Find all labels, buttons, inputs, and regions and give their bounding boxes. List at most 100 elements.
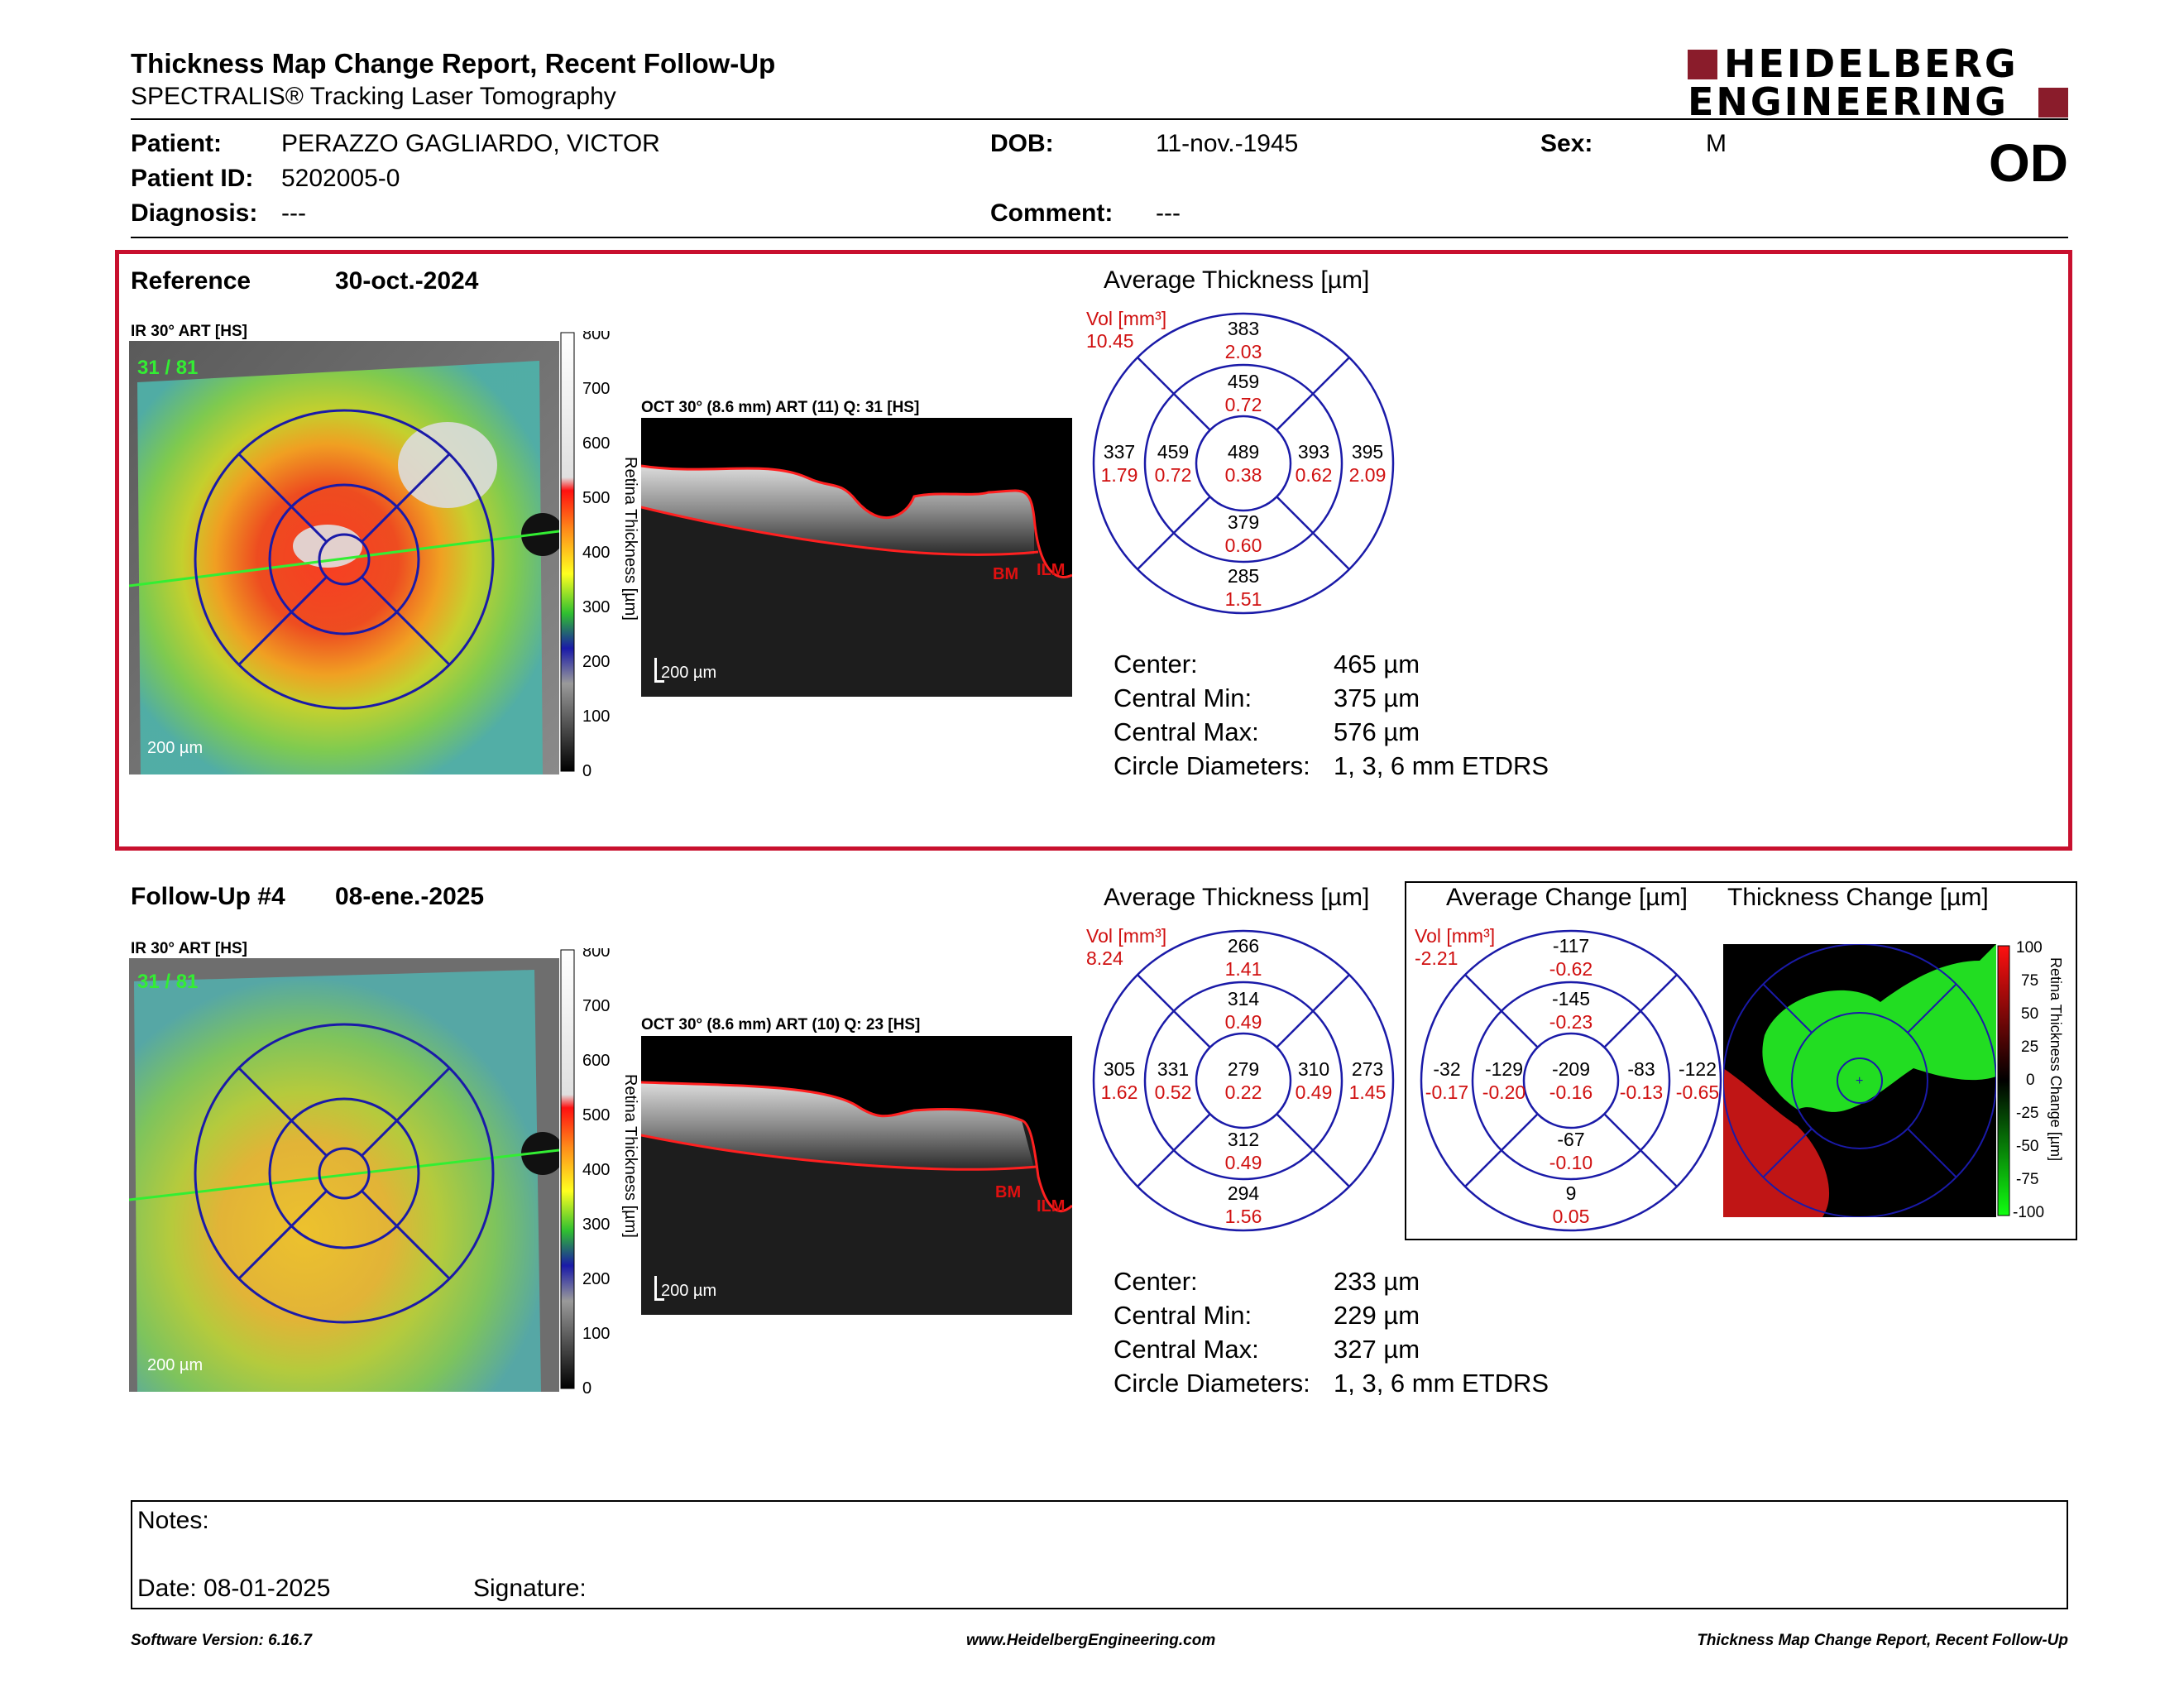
ref-cb-tick-500: 500 xyxy=(582,489,610,507)
change-vol-value: -2.21 xyxy=(1415,947,1458,969)
fu-outer-top-vol: 1.41 xyxy=(1225,958,1262,980)
ref-stat-max-label: Central Max: xyxy=(1114,717,1259,746)
ref-center-vol: 0.38 xyxy=(1225,464,1262,486)
fu-outer-left-vol: 1.62 xyxy=(1101,1081,1138,1103)
fu-stat-center-value: 233 µm xyxy=(1334,1267,1420,1296)
notes-box[interactable]: Notes: Date: 08-01-2025 Signature: xyxy=(131,1500,2068,1609)
logo-line1: HEIDELBERG xyxy=(1724,41,2019,86)
fu-stat-diam-label: Circle Diameters: xyxy=(1114,1369,1310,1398)
followup-volume: Vol [mm³] 8.24 xyxy=(1086,925,1166,970)
ref-stat-diam-value: 1, 3, 6 mm ETDRS xyxy=(1334,751,1549,780)
chg-outer-left-value: -32 xyxy=(1433,1058,1460,1080)
header-divider xyxy=(131,118,2068,120)
sex-label: Sex: xyxy=(1540,130,1593,157)
fu-inner-top-vol: 0.49 xyxy=(1225,1011,1262,1033)
followup-oct-ilm-label: ILM xyxy=(1037,1197,1065,1216)
reference-date: 30-oct.-2024 xyxy=(335,267,479,295)
footer-website[interactable]: www.HeidelbergEngineering.com xyxy=(966,1632,1216,1649)
chg-center-value: -209 xyxy=(1552,1058,1590,1080)
chg-inner-right-vol: -0.13 xyxy=(1620,1081,1663,1103)
fu-center-value: 279 xyxy=(1228,1058,1259,1080)
reference-etdrs-grid: 383 2.03 459 0.72 489 0.38 459 0.72 393 … xyxy=(1084,306,1415,621)
reference-frame xyxy=(115,250,2072,851)
ref-cb-tick-800: 800 xyxy=(582,331,610,343)
reference-ir-label: IR 30° ART [HS] xyxy=(131,323,247,340)
chg-inner-top-vol: -0.23 xyxy=(1549,1011,1592,1033)
reference-oct-scalebar: 200 µm xyxy=(661,664,716,682)
thickness-change-map: + xyxy=(1722,943,1997,1218)
followup-ir-scalebar: 200 µm xyxy=(147,1356,203,1374)
change-colorbar-title: Retina Thickness Change [µm] xyxy=(2048,957,2064,1161)
chg-outer-right-value: -122 xyxy=(1679,1058,1717,1080)
change-vol-label: Vol [mm³] xyxy=(1415,925,1496,947)
patient-name: PERAZZO GAGLIARDO, VICTOR xyxy=(281,130,660,157)
chg-cb-tick-50: 50 xyxy=(2021,1005,2038,1023)
notes-date: Date: 08-01-2025 xyxy=(137,1575,331,1602)
ref-inner-right-vol: 0.62 xyxy=(1296,464,1333,486)
chg-cb-tick-75: 75 xyxy=(2021,972,2038,990)
fu-outer-right-value: 273 xyxy=(1352,1058,1383,1080)
svg-text:+: + xyxy=(1856,1074,1863,1088)
followup-oct-scalebar: 200 µm xyxy=(661,1282,716,1300)
ref-outer-left-value: 337 xyxy=(1104,441,1135,463)
ref-inner-top-vol: 0.72 xyxy=(1225,394,1262,415)
diagnosis-value: --- xyxy=(281,199,306,227)
chg-cb-tick-m25: -25 xyxy=(2016,1105,2038,1122)
ref-outer-right-value: 395 xyxy=(1352,441,1383,463)
chg-outer-left-vol: -0.17 xyxy=(1425,1081,1468,1103)
chg-inner-bottom-value: -67 xyxy=(1557,1129,1584,1150)
chg-inner-bottom-vol: -0.10 xyxy=(1549,1152,1592,1173)
fu-stat-max-label: Central Max: xyxy=(1114,1335,1259,1364)
fu-stat-max-value: 327 µm xyxy=(1334,1335,1420,1364)
followup-colorbar: 800 700 600 500 400 300 200 100 0 Retina… xyxy=(559,942,659,1398)
ref-inner-left-value: 459 xyxy=(1157,441,1189,463)
reference-label: Reference xyxy=(131,267,251,295)
patient-divider xyxy=(131,237,2068,238)
fu-inner-top-value: 314 xyxy=(1228,988,1260,1009)
fu-cb-tick-0: 0 xyxy=(582,1379,592,1395)
reference-thickness-map: 31 / 81 200 µm xyxy=(128,341,564,774)
followup-ir-quality: 31 / 81 xyxy=(137,971,198,993)
followup-oct-scan: BM ILM 200 µm xyxy=(640,1036,1074,1315)
reference-colorbar-title: Retina Thickness [µm] xyxy=(621,457,639,621)
reference-oct-scan: BM ILM 200 µm xyxy=(640,418,1073,697)
chg-cb-tick-m75: -75 xyxy=(2016,1171,2038,1188)
chg-outer-right-vol: -0.65 xyxy=(1676,1081,1719,1103)
reference-oct-bm-label: BM xyxy=(993,565,1018,583)
ref-cb-tick-700: 700 xyxy=(582,380,610,398)
followup-vol-value: 8.24 xyxy=(1086,947,1123,969)
fu-cb-tick-200: 200 xyxy=(582,1270,610,1288)
chg-cb-tick-0: 0 xyxy=(2026,1072,2035,1089)
followup-label: Follow-Up #4 xyxy=(131,883,285,910)
fu-outer-left-value: 305 xyxy=(1104,1058,1135,1080)
followup-thickness-map: 31 / 81 200 µm xyxy=(128,958,564,1392)
fu-inner-bottom-vol: 0.49 xyxy=(1225,1152,1262,1173)
chg-inner-right-value: -83 xyxy=(1627,1058,1655,1080)
fu-outer-bottom-vol: 1.56 xyxy=(1225,1206,1262,1227)
change-etdrs-grid: -117 -0.62 -145 -0.23 -209 -0.16 -129 -0… xyxy=(1411,923,1742,1238)
ref-inner-right-value: 393 xyxy=(1298,441,1329,463)
report-title: Thickness Map Change Report, Recent Foll… xyxy=(131,48,776,79)
ref-cb-tick-0: 0 xyxy=(582,762,592,778)
chg-outer-bottom-vol: 0.05 xyxy=(1553,1206,1590,1227)
fu-cb-tick-500: 500 xyxy=(582,1106,610,1125)
followup-etdrs-grid: 266 1.41 314 0.49 279 0.22 331 0.52 310 … xyxy=(1084,923,1415,1238)
fu-outer-right-vol: 1.45 xyxy=(1349,1081,1387,1103)
footer-report-name: Thickness Map Change Report, Recent Foll… xyxy=(1697,1632,2068,1649)
ref-cb-tick-200: 200 xyxy=(582,653,610,671)
followup-oct-bm-label: BM xyxy=(995,1183,1021,1201)
ref-inner-left-vol: 0.72 xyxy=(1155,464,1192,486)
fu-stat-center-label: Center: xyxy=(1114,1267,1198,1296)
ref-inner-bottom-vol: 0.60 xyxy=(1225,535,1262,556)
fu-cb-tick-400: 400 xyxy=(582,1161,610,1179)
ref-stat-min-value: 375 µm xyxy=(1334,683,1420,712)
ref-outer-right-vol: 2.09 xyxy=(1349,464,1387,486)
followup-date: 08-ene.-2025 xyxy=(335,883,485,910)
followup-avg-title: Average Thickness [µm] xyxy=(1104,884,1370,911)
chg-cb-tick-25: 25 xyxy=(2021,1038,2038,1056)
ref-stat-diam-label: Circle Diameters: xyxy=(1114,751,1310,780)
notes-signature: Signature: xyxy=(473,1575,587,1602)
heidelberg-logo: HEIDELBERG ENGINEERING xyxy=(1688,41,2068,121)
ref-stat-center-value: 465 µm xyxy=(1334,650,1420,679)
diagnosis-label: Diagnosis: xyxy=(131,199,258,227)
